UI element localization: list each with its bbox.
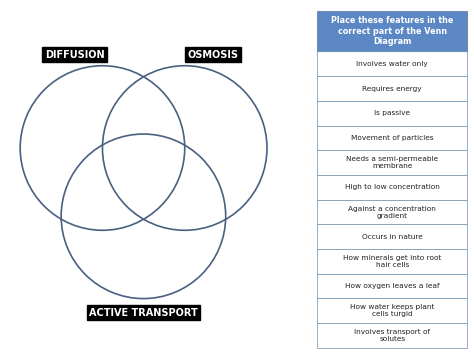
FancyBboxPatch shape (317, 249, 467, 274)
Text: How water keeps plant
cells turgid: How water keeps plant cells turgid (350, 304, 435, 317)
Text: Is passive: Is passive (374, 110, 410, 116)
Text: Needs a semi-permeable
membrane: Needs a semi-permeable membrane (346, 156, 438, 169)
Text: ACTIVE TRANSPORT: ACTIVE TRANSPORT (89, 307, 198, 318)
FancyBboxPatch shape (317, 101, 467, 126)
Text: OSMOSIS: OSMOSIS (187, 50, 238, 60)
FancyBboxPatch shape (317, 76, 467, 101)
FancyBboxPatch shape (317, 323, 467, 348)
Text: How minerals get into root
hair cells: How minerals get into root hair cells (343, 255, 441, 268)
FancyBboxPatch shape (317, 150, 467, 175)
FancyBboxPatch shape (317, 200, 467, 224)
Text: Place these features in the
correct part of the Venn
Diagram: Place these features in the correct part… (331, 16, 454, 46)
Text: DIFFUSION: DIFFUSION (45, 50, 104, 60)
FancyBboxPatch shape (317, 175, 467, 200)
Text: Involves water only: Involves water only (356, 61, 428, 67)
Text: Requires energy: Requires energy (363, 86, 422, 92)
Text: Against a concentration
gradient: Against a concentration gradient (348, 206, 436, 219)
Text: Movement of particles: Movement of particles (351, 135, 434, 141)
Text: High to low concentration: High to low concentration (345, 184, 440, 190)
FancyBboxPatch shape (317, 51, 467, 76)
Text: Involves transport of
solutes: Involves transport of solutes (354, 329, 430, 342)
Text: Occurs in nature: Occurs in nature (362, 234, 423, 240)
Text: How oxygen leaves a leaf: How oxygen leaves a leaf (345, 283, 439, 289)
FancyBboxPatch shape (317, 274, 467, 299)
FancyBboxPatch shape (317, 224, 467, 249)
FancyBboxPatch shape (317, 299, 467, 323)
FancyBboxPatch shape (317, 126, 467, 150)
FancyBboxPatch shape (317, 11, 467, 51)
